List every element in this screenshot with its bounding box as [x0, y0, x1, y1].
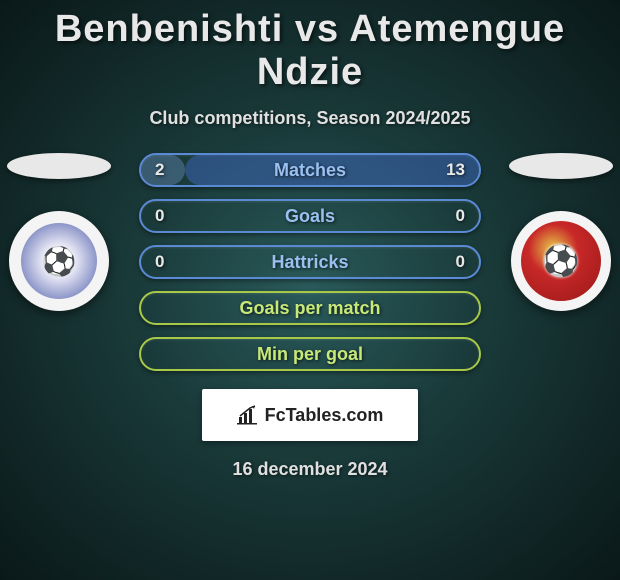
player-right-pill — [509, 153, 613, 179]
stat-bar: 0 Hattricks 0 — [139, 245, 481, 279]
shield-icon: ⚽ — [21, 223, 97, 299]
comparison-date: 16 december 2024 — [0, 459, 620, 480]
player-left-pill — [7, 153, 111, 179]
stat-value-left: 0 — [155, 206, 164, 226]
stat-value-right: 0 — [456, 252, 465, 272]
stat-bar: 0 Goals 0 — [139, 199, 481, 233]
player-left-column: ⚽ — [6, 153, 112, 311]
stat-bar: Min per goal — [139, 337, 481, 371]
stat-label: Hattricks — [271, 252, 348, 273]
chart-icon — [237, 405, 259, 425]
comparison-title: Benbenishti vs Atemengue Ndzie — [0, 0, 620, 94]
stat-label: Goals per match — [239, 298, 380, 319]
comparison-subtitle: Club competitions, Season 2024/2025 — [0, 108, 620, 129]
club-badge-right: ⚽ — [511, 211, 611, 311]
stat-label: Matches — [274, 160, 346, 181]
player-right-column: ⚽ — [508, 153, 614, 311]
club-badge-left: ⚽ — [9, 211, 109, 311]
stat-value-right: 13 — [446, 160, 465, 180]
stat-value-right: 0 — [456, 206, 465, 226]
watermark-text: FcTables.com — [265, 405, 384, 426]
stats-bars: 2 Matches 13 0 Goals 0 0 Hattricks 0 Goals per ma… — [139, 153, 481, 371]
stat-value-left: 2 — [155, 160, 164, 180]
stat-label: Min per goal — [257, 344, 363, 365]
stat-bar: Goals per match — [139, 291, 481, 325]
bird-ball-icon: ⚽ — [521, 221, 601, 301]
stat-label: Goals — [285, 206, 335, 227]
stat-bar: 2 Matches 13 — [139, 153, 481, 187]
watermark[interactable]: FcTables.com — [202, 389, 418, 441]
comparison-main: ⚽ ⚽ 2 Matches 13 0 Goals 0 0 Hattricks 0 Goals pe… — [0, 153, 620, 371]
stat-value-left: 0 — [155, 252, 164, 272]
